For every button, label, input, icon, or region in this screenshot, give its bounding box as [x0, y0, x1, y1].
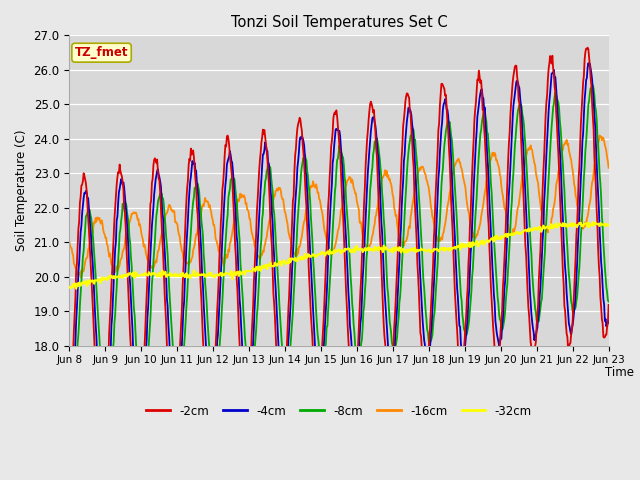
Title: Tonzi Soil Temperatures Set C: Tonzi Soil Temperatures Set C	[230, 15, 447, 30]
X-axis label: Time: Time	[605, 366, 634, 379]
Y-axis label: Soil Temperature (C): Soil Temperature (C)	[15, 130, 28, 252]
Text: TZ_fmet: TZ_fmet	[75, 46, 128, 59]
Legend: -2cm, -4cm, -8cm, -16cm, -32cm: -2cm, -4cm, -8cm, -16cm, -32cm	[141, 400, 536, 422]
